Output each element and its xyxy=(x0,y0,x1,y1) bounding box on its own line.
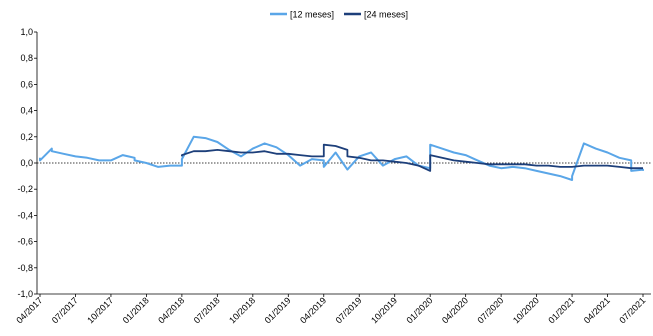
y-tick-label: 0,8 xyxy=(20,53,33,63)
y-tick-label: -0,6 xyxy=(17,237,33,247)
legend-label: [12 meses] xyxy=(290,10,334,20)
y-tick-label: -0,2 xyxy=(17,184,33,194)
legend-label: [24 meses] xyxy=(364,10,408,20)
x-axis-ticks: 04/2017 07/2017 10/2017 01/2018 04/2018 07/20… xyxy=(14,294,647,325)
x-tick-label: 07/2017 xyxy=(50,295,80,325)
y-tick-label: 0,2 xyxy=(20,132,33,142)
y-tick-label: 1,0 xyxy=(20,27,33,37)
legend: [12 meses] [24 meses] xyxy=(270,10,408,20)
x-tick-label: 10/2020 xyxy=(511,295,541,325)
x-tick-label: 10/2017 xyxy=(85,295,115,325)
series-line-1 xyxy=(39,135,644,181)
series-line-2 xyxy=(180,143,643,172)
x-tick-label: 10/2018 xyxy=(227,295,257,325)
series-lines xyxy=(39,135,644,181)
x-tick-label: 07/2018 xyxy=(192,295,222,325)
y-tick-label: 0,0 xyxy=(20,158,33,168)
x-tick-label: 04/2018 xyxy=(156,295,186,325)
x-tick-label: 10/2019 xyxy=(369,295,399,325)
x-tick-label: 01/2019 xyxy=(263,295,293,325)
y-tick-label: -0,8 xyxy=(17,263,33,273)
x-tick-label: 07/2019 xyxy=(334,295,364,325)
x-tick-label: 04/2017 xyxy=(14,295,44,325)
y-tick-label: -1,0 xyxy=(17,289,33,299)
x-tick-label: 07/2021 xyxy=(617,295,647,325)
x-tick-label: 04/2020 xyxy=(440,295,470,325)
y-tick-label: -0,4 xyxy=(17,210,33,220)
y-tick-label: 0,6 xyxy=(20,79,33,89)
y-axis-ticks: 1,0 0,8 0,6 0,4 0,2 0,0 -0,2 -0,4 -0,6 -0,8 -1,0 xyxy=(17,27,37,299)
x-tick-label: 01/2020 xyxy=(405,295,435,325)
x-tick-label: 01/2021 xyxy=(546,295,576,325)
x-tick-label: 04/2021 xyxy=(582,295,612,325)
x-tick-label: 01/2018 xyxy=(121,295,151,325)
y-tick-label: 0,4 xyxy=(20,106,33,116)
x-tick-label: 04/2019 xyxy=(298,295,328,325)
x-tick-label: 07/2020 xyxy=(475,295,505,325)
